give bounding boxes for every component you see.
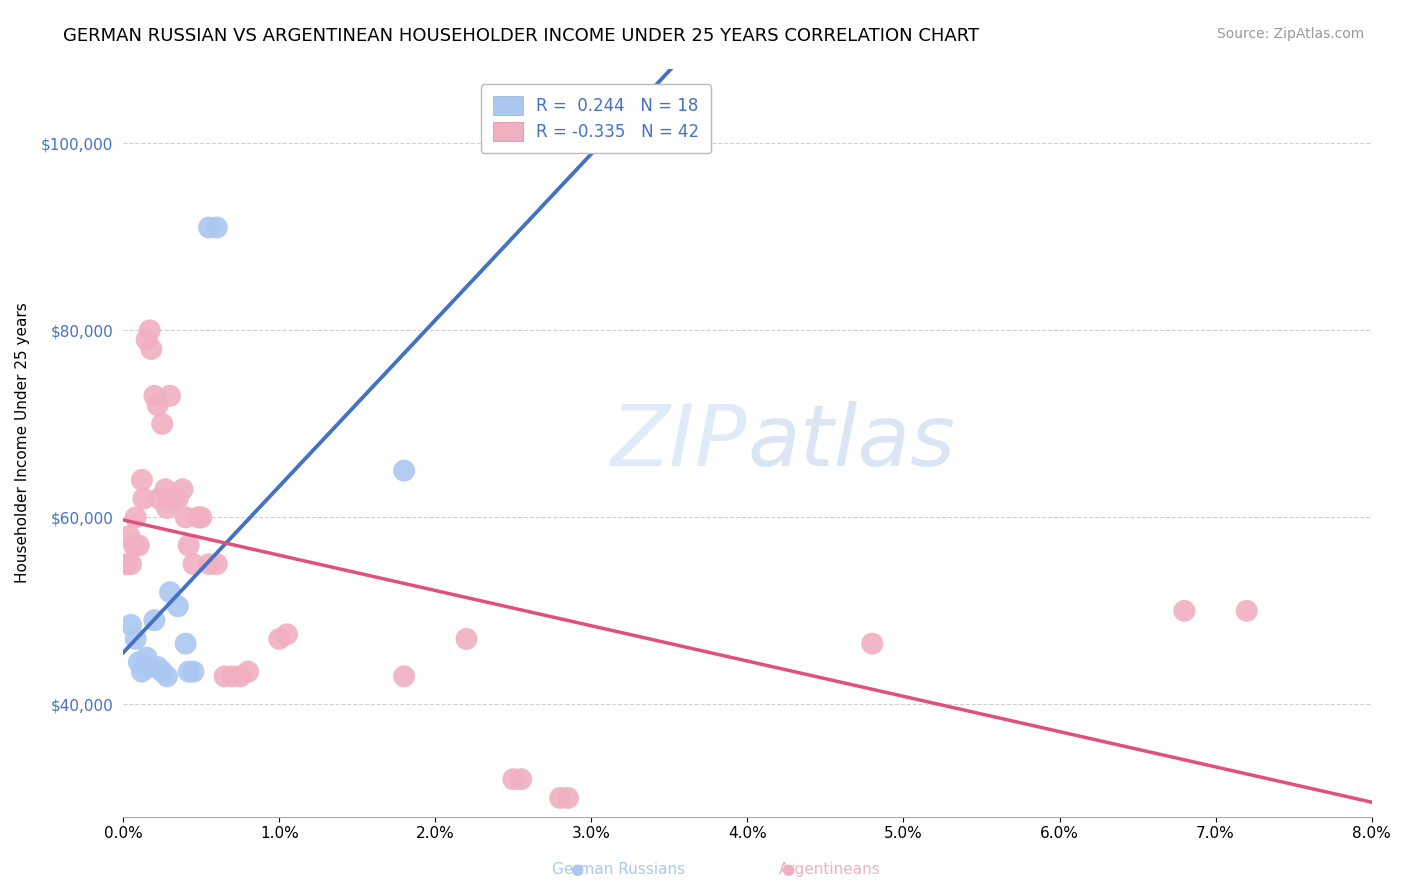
Point (159, 585, 181, 599)
Point (1236, 604, 1258, 618)
Point (118, 529, 141, 543)
Point (120, 557, 142, 571)
Point (269, 632, 291, 646)
Point (276, 627, 298, 641)
Point (128, 655, 150, 669)
Point (172, 483, 194, 497)
Point (143, 613, 166, 627)
Point (198, 557, 221, 571)
Point (148, 491, 170, 506)
Text: Source: ZipAtlas.com: Source: ZipAtlas.com (1216, 27, 1364, 41)
Point (138, 660, 160, 674)
Point (187, 510, 209, 524)
Point (229, 669, 252, 683)
Point (456, 632, 478, 646)
Text: ZIP: ZIP (612, 401, 748, 484)
Point (128, 538, 150, 552)
Text: GERMAN RUSSIAN VS ARGENTINEAN HOUSEHOLDER INCOME UNDER 25 YEARS CORRELATION CHAR: GERMAN RUSSIAN VS ARGENTINEAN HOUSEHOLDE… (63, 27, 980, 45)
Text: Argentineans: Argentineans (779, 863, 880, 877)
Point (190, 510, 212, 524)
Point (177, 538, 200, 552)
Point (860, 637, 883, 651)
Text: ●: ● (780, 863, 794, 877)
Point (177, 665, 200, 679)
Point (150, 417, 173, 431)
Point (236, 665, 259, 679)
Point (166, 491, 188, 506)
Point (143, 389, 166, 403)
Point (125, 632, 148, 646)
Point (221, 669, 243, 683)
Point (159, 389, 181, 403)
Point (150, 665, 173, 679)
Point (155, 483, 177, 497)
Point (138, 323, 160, 337)
Point (162, 491, 184, 506)
Point (183, 557, 205, 571)
Point (146, 398, 169, 412)
Point (214, 669, 236, 683)
Point (392, 464, 415, 478)
Point (205, 557, 228, 571)
Point (131, 665, 153, 679)
Point (135, 650, 157, 665)
Point (146, 660, 169, 674)
Point (198, 220, 221, 235)
Point (115, 557, 138, 571)
Point (141, 342, 163, 356)
Point (132, 491, 155, 506)
Point (120, 618, 142, 632)
Text: German Russians: German Russians (553, 863, 685, 877)
Point (205, 220, 228, 235)
Point (548, 791, 571, 805)
Point (125, 510, 148, 524)
Point (557, 791, 579, 805)
Point (510, 772, 533, 787)
Point (156, 669, 179, 683)
Y-axis label: Householder Income Under 25 years: Householder Income Under 25 years (15, 302, 30, 583)
Point (156, 501, 179, 516)
Point (131, 473, 153, 487)
Point (183, 665, 205, 679)
Point (392, 669, 415, 683)
Point (174, 510, 197, 524)
Point (135, 333, 157, 347)
Point (122, 538, 145, 552)
Point (174, 637, 197, 651)
Point (166, 599, 188, 614)
Text: ●: ● (569, 863, 583, 877)
Point (1173, 604, 1195, 618)
Legend: R =  0.244   N = 18, R = -0.335   N = 42: R = 0.244 N = 18, R = -0.335 N = 42 (481, 85, 711, 153)
Text: atlas: atlas (748, 401, 956, 484)
Point (502, 772, 524, 787)
